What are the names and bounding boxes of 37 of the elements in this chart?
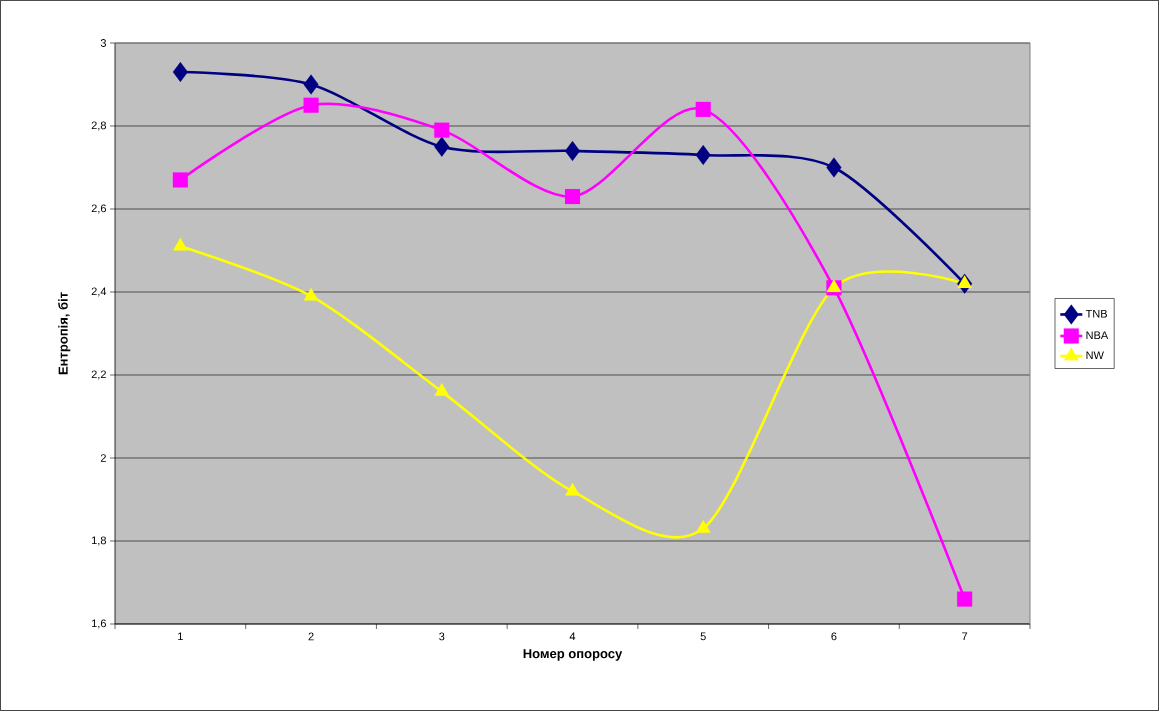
legend-label: TNB <box>1085 309 1108 318</box>
point <box>695 101 711 117</box>
point <box>303 74 319 95</box>
point <box>434 122 450 138</box>
x-tick-label: 3 <box>439 632 445 641</box>
y-axis-title: Ентропія, біт <box>58 292 71 375</box>
point <box>172 61 188 83</box>
point <box>434 383 450 396</box>
point <box>434 136 450 157</box>
point <box>565 482 580 496</box>
x-tick-label: 2 <box>308 632 314 641</box>
x-axis-title: Номер опоросу <box>523 649 623 661</box>
point <box>564 140 581 161</box>
x-tick-label: 7 <box>962 632 968 641</box>
legend-label: NBA <box>1086 331 1109 339</box>
legend-label: NW <box>1086 351 1104 359</box>
y-tick-label: 3 <box>100 39 106 47</box>
point <box>695 519 711 533</box>
y-tick-label: 1,6 <box>92 619 106 629</box>
point <box>303 97 319 113</box>
y-tick-label: 2,8 <box>91 121 106 131</box>
point <box>172 237 188 251</box>
point <box>826 157 842 178</box>
point <box>957 275 973 288</box>
y-tick-label: 2,4 <box>91 287 107 297</box>
point <box>695 144 711 166</box>
point <box>303 287 319 301</box>
x-tick-label: 1 <box>178 632 183 641</box>
y-tick-label: 2,6 <box>91 204 106 214</box>
point <box>172 172 188 188</box>
y-tick-label: 2,2 <box>91 370 106 380</box>
point <box>564 188 581 205</box>
y-tick-label: 2 <box>100 454 106 462</box>
x-tick-label: 4 <box>569 632 576 641</box>
x-tick-label: 6 <box>831 632 837 641</box>
y-tick-label: 1,8 <box>92 536 106 546</box>
x-tick-label: 5 <box>700 632 706 641</box>
